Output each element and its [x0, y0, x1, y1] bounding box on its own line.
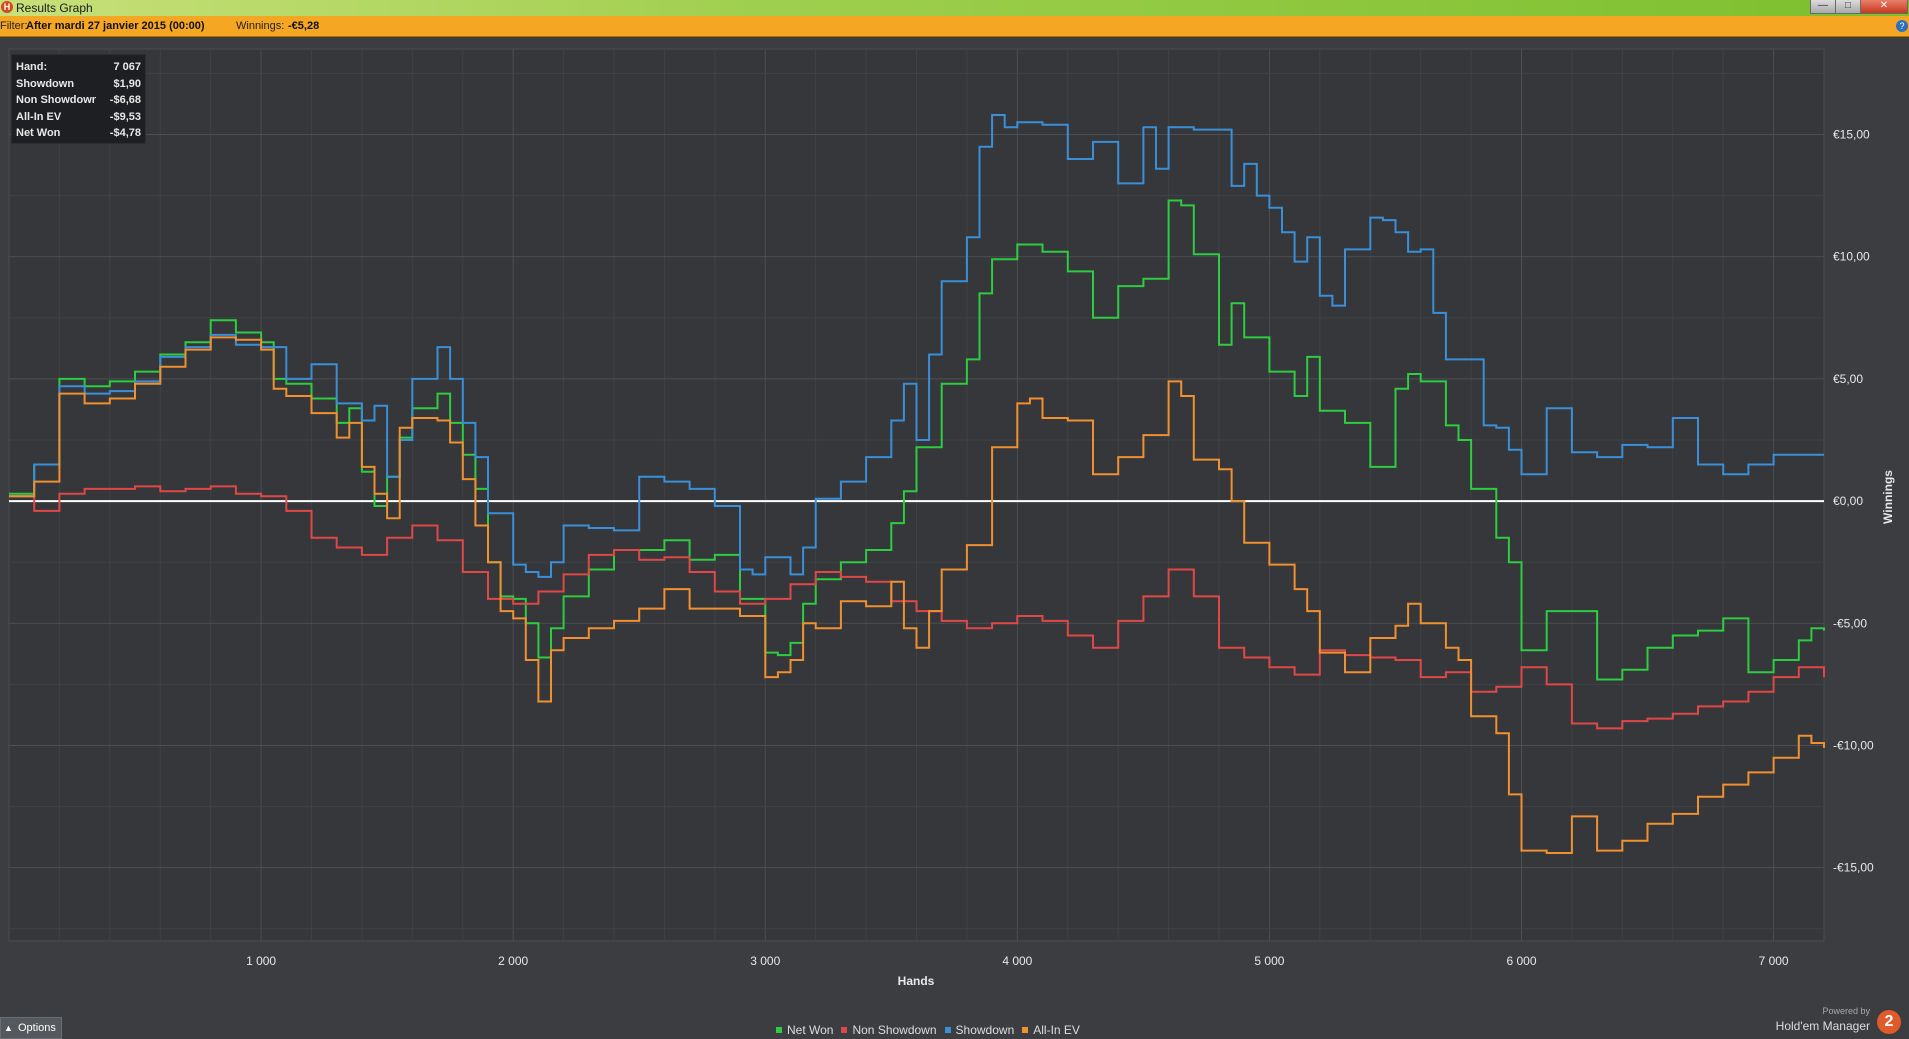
x-axis-ticks: 1 000 2 000 3 000 4 000 5 000 6 000 7 000 [246, 954, 1789, 968]
stat-label: Showdown [16, 78, 75, 90]
stat-all-in-ev: All-In EV -$9,53 [16, 109, 141, 125]
options-label: Options [18, 1022, 56, 1034]
stat-label: Hand: [16, 61, 48, 73]
stat-value: -$6,68 [109, 94, 141, 106]
minimize-icon: — [1818, 0, 1828, 11]
close-button[interactable]: ✕ [1860, 0, 1908, 14]
legend-item-all-in-ev[interactable]: All-In EV [1022, 1022, 1080, 1038]
minimize-button[interactable]: — [1810, 0, 1836, 14]
y-tick-label: -€15,00 [1833, 861, 1874, 875]
filter-label: Filter: [0, 20, 28, 32]
y-tick-label: €5,00 [1833, 372, 1863, 386]
legend-item-showdown[interactable]: Showdown [944, 1022, 1015, 1038]
legend-item-net-won[interactable]: Net Won [776, 1022, 833, 1038]
x-tick-label: 4 000 [1002, 954, 1032, 968]
maximize-icon: □ [1844, 0, 1852, 11]
stat-value: $1,90 [113, 78, 141, 90]
series-line-showdown [9, 114, 1824, 578]
x-axis-label: Hands [898, 974, 935, 988]
maximize-button[interactable]: □ [1835, 0, 1861, 14]
close-icon: ✕ [1879, 0, 1889, 11]
legend-item-non-showdown[interactable]: Non Showdown [841, 1022, 937, 1038]
bottom-bar: ▲ Options Net Won Non Showdown Showdown All… [0, 1005, 1909, 1039]
series-line-all-in-ev [9, 336, 1825, 854]
x-tick-label: 1 000 [246, 954, 276, 968]
title-bar: H Results Graph — □ ✕ [0, 0, 1909, 16]
chevron-up-icon: ▲ [4, 1023, 13, 1033]
powered-by-label: Powered by [1822, 1006, 1870, 1016]
filter-bar: Filter: After mardi 27 janvier 2015 (00:… [0, 16, 1909, 37]
series-line-net-won [9, 199, 1825, 681]
stat-label: Non Showdown [16, 94, 96, 106]
stat-non-showdown: Non Showdown -$6,68 [16, 92, 141, 108]
stat-value: -$4,78 [109, 127, 141, 139]
x-tick-label: 6 000 [1506, 954, 1536, 968]
results-chart: 1 000 2 000 3 000 4 000 5 000 6 000 7 000 €15,… [8, 48, 1895, 988]
x-tick-label: 5 000 [1254, 954, 1284, 968]
y-tick-label: €0,00 [1833, 494, 1863, 508]
legend-label: Showdown [955, 1023, 1015, 1037]
y-tick-label: €10,00 [1833, 250, 1870, 264]
x-tick-label: 7 000 [1759, 954, 1789, 968]
y-axis-ticks: €15,00 €10,00 €5,00 €0,00 -€5,00 -€10,00 -€15,… [1833, 128, 1874, 875]
legend-swatch [776, 1026, 782, 1033]
help-icon[interactable]: ? [1896, 20, 1908, 32]
legend-label: All-In EV [1033, 1023, 1080, 1037]
legend-swatch [841, 1026, 848, 1033]
stats-panel: Hand: 7 067 Showdown $1,90 Non Showdown -$6… [11, 54, 146, 144]
chart-legend: Net Won Non Showdown Showdown All-In EV [776, 1022, 1088, 1038]
filter-value: After mardi 27 janvier 2015 (00:00) [26, 20, 205, 32]
legend-label: Net Won [787, 1023, 834, 1037]
legend-swatch [944, 1026, 951, 1033]
stat-label: All-In EV [16, 111, 62, 123]
stat-hands: Hand: 7 067 [16, 59, 141, 75]
legend-swatch [1022, 1026, 1029, 1033]
brand-logo: 2 [1877, 1010, 1901, 1034]
stat-net-won: Net Won -$4,78 [16, 125, 141, 141]
window-title: Results Graph [16, 1, 93, 15]
winnings-label: Winnings: [236, 20, 285, 32]
stat-value: -$9,53 [109, 111, 141, 123]
y-tick-label: -€5,00 [1833, 616, 1867, 630]
y-tick-label: -€10,00 [1833, 738, 1874, 752]
y-axis-label: Winnings [1881, 470, 1895, 524]
legend-label: Non Showdown [852, 1023, 937, 1037]
options-button[interactable]: ▲ Options [0, 1017, 62, 1039]
brand-name: Hold'em Manager [1775, 1019, 1870, 1033]
x-tick-label: 2 000 [498, 954, 528, 968]
x-tick-label: 3 000 [750, 954, 780, 968]
series-lines [9, 114, 1825, 854]
stat-showdown: Showdown $1,90 [16, 76, 141, 92]
winnings-value: -€5,28 [288, 20, 320, 32]
holdem-manager-icon: H [1, 1, 13, 13]
stat-value: 7 067 [113, 61, 141, 73]
y-tick-label: €15,00 [1833, 128, 1870, 142]
stat-label: Net Won [16, 127, 61, 139]
